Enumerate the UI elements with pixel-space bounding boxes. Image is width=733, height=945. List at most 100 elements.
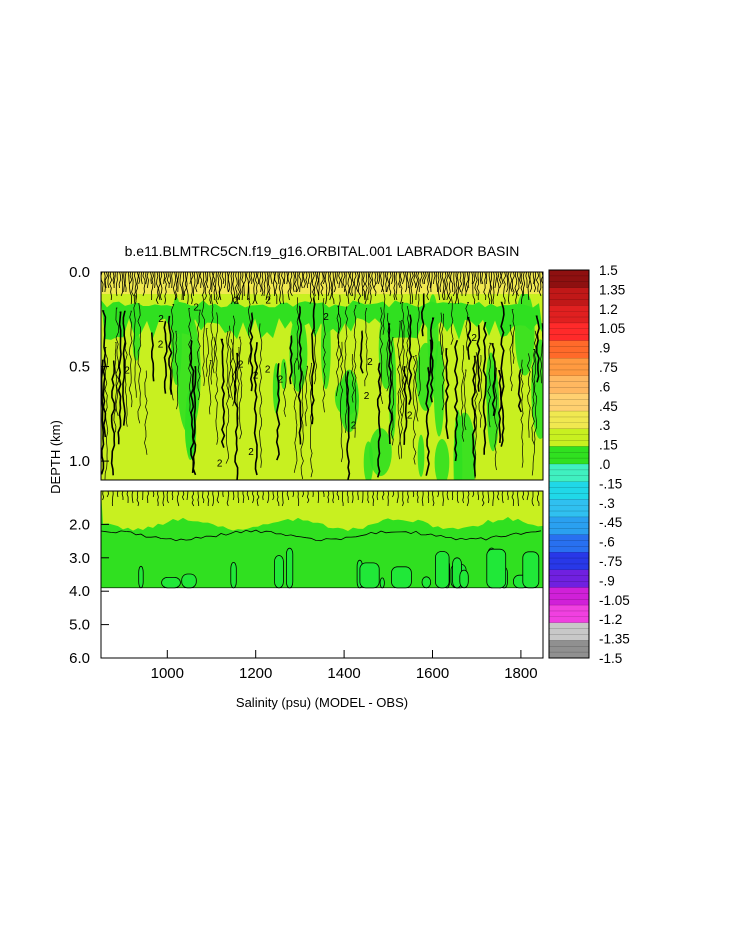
deep-green-patch — [230, 562, 237, 589]
colorbar-swatch — [549, 375, 589, 383]
deep-green-patch — [379, 577, 385, 589]
colorbar-swatch — [549, 593, 589, 600]
colorbar-swatch — [549, 481, 589, 488]
y-tick-label: 2.0 — [69, 516, 90, 533]
colorbar-swatch — [549, 516, 589, 524]
contour-label: 2 — [323, 312, 329, 323]
colorbar-swatch — [549, 458, 589, 465]
upper-green-patch — [388, 340, 397, 440]
contour-label: 2 — [471, 333, 477, 344]
contour-label: 2 — [351, 421, 357, 432]
upper-green-patch — [289, 314, 308, 392]
contour-label: 2 — [193, 303, 199, 314]
colorbar-swatch — [549, 587, 589, 594]
colorbar-swatch — [549, 528, 589, 535]
colorbar-swatch — [549, 475, 589, 483]
colorbar-label: .9 — [599, 341, 610, 356]
upper-contours — [101, 272, 543, 480]
colorbar-swatch — [549, 599, 589, 606]
colorbar-swatch — [549, 634, 589, 641]
colorbar-swatch — [549, 399, 589, 406]
deep-green-patch — [138, 565, 144, 589]
colorbar-swatch — [549, 434, 589, 441]
colorbar-swatch — [549, 317, 589, 324]
upper-green-patch — [369, 428, 392, 477]
colorbar-swatch — [549, 369, 589, 377]
colorbar-swatch — [549, 622, 589, 630]
colorbar-swatch — [549, 358, 589, 365]
deep-green-patch — [459, 569, 469, 589]
upper-frame — [100, 271, 544, 481]
deep-green-patch — [486, 548, 507, 589]
deep-top-contours — [102, 491, 540, 507]
contour-label: 2 — [248, 447, 254, 458]
colorbar-swatch — [549, 299, 589, 306]
deep-green-patch — [421, 576, 432, 589]
colorbar-swatch — [549, 281, 589, 289]
x-tick-label: 1800 — [504, 665, 537, 682]
lower-frame — [100, 490, 544, 659]
upper-green-patch — [427, 294, 439, 374]
y-axis-label: DEPTH (km) — [48, 420, 63, 494]
colorbar-swatch — [549, 563, 589, 571]
colorbar-swatch — [549, 640, 589, 647]
deep-green-patch — [359, 562, 380, 589]
colorbar-swatch — [549, 334, 589, 341]
deep-green-patch — [522, 551, 540, 589]
x-axis-label: Salinity (psu) (MODEL - OBS) — [236, 695, 408, 710]
colorbar-swatch — [549, 446, 589, 453]
y-tick-label: 3.0 — [69, 550, 90, 567]
upper-green-patch — [514, 291, 535, 376]
colorbar-swatch — [549, 534, 589, 541]
axes: 1000 1200 1400 1600 1800 0.0 0.5 1.0 2.0 3.0 4.0 5.… — [69, 264, 537, 682]
deep-top-band — [101, 491, 543, 531]
colorbar-label: -1.2 — [599, 612, 622, 627]
colorbar-swatch — [549, 558, 589, 565]
colorbar-label: .6 — [599, 379, 610, 394]
contour-label: 2 — [364, 391, 370, 402]
colorbar-swatch — [549, 628, 589, 635]
colorbar-swatch — [549, 287, 589, 294]
colorbar-label: -.3 — [599, 496, 615, 511]
contour-label: 2 — [158, 314, 164, 325]
upper-green-patch — [320, 304, 331, 390]
colorbar-swatch — [549, 569, 589, 577]
deep-green-patch — [181, 573, 197, 589]
y-tick-label: 4.0 — [69, 583, 90, 600]
colorbar-label: -.6 — [599, 535, 615, 550]
colorbar-swatch — [549, 464, 589, 471]
colorbar-label: -.15 — [599, 476, 622, 491]
colorbar-swatch — [549, 540, 589, 547]
colorbar-label: .75 — [599, 360, 618, 375]
colorbar-swatch — [549, 411, 589, 418]
colorbar-swatch — [549, 340, 589, 347]
contour-label: 2 — [278, 375, 284, 386]
deep-green-patch — [391, 566, 412, 589]
colorbar-label: 1.5 — [599, 263, 618, 278]
colorbar-swatch — [549, 428, 589, 436]
colorbar-swatch — [549, 505, 589, 512]
chart-title: b.e11.BLMTRC5CN.f19_g16.ORBITAL.001 LABR… — [125, 243, 520, 259]
colorbar-swatch — [549, 452, 589, 459]
colorbar-swatch — [549, 346, 589, 353]
y-tick-label: 6.0 — [69, 650, 90, 667]
colorbar-swatch — [549, 646, 589, 653]
contour-label: 2 — [253, 370, 259, 381]
contour-label: 2 — [407, 410, 413, 421]
upper-green-patch — [280, 358, 287, 390]
colorbar-label: 1.05 — [599, 321, 625, 336]
colorbar-swatch — [549, 322, 589, 330]
colorbar-swatch — [549, 616, 589, 624]
colorbar-label: .0 — [599, 457, 610, 472]
colorbar-swatch — [549, 575, 589, 582]
deep-green-patch — [434, 551, 450, 589]
colorbar-swatch — [549, 270, 589, 277]
contour-label: 2 — [217, 459, 223, 470]
surface-band — [101, 272, 543, 294]
colorbar-swatch — [549, 610, 589, 618]
contour-label: 2 — [238, 360, 244, 371]
upper-green-patch — [434, 438, 450, 480]
x-tick-label: 1200 — [239, 665, 272, 682]
